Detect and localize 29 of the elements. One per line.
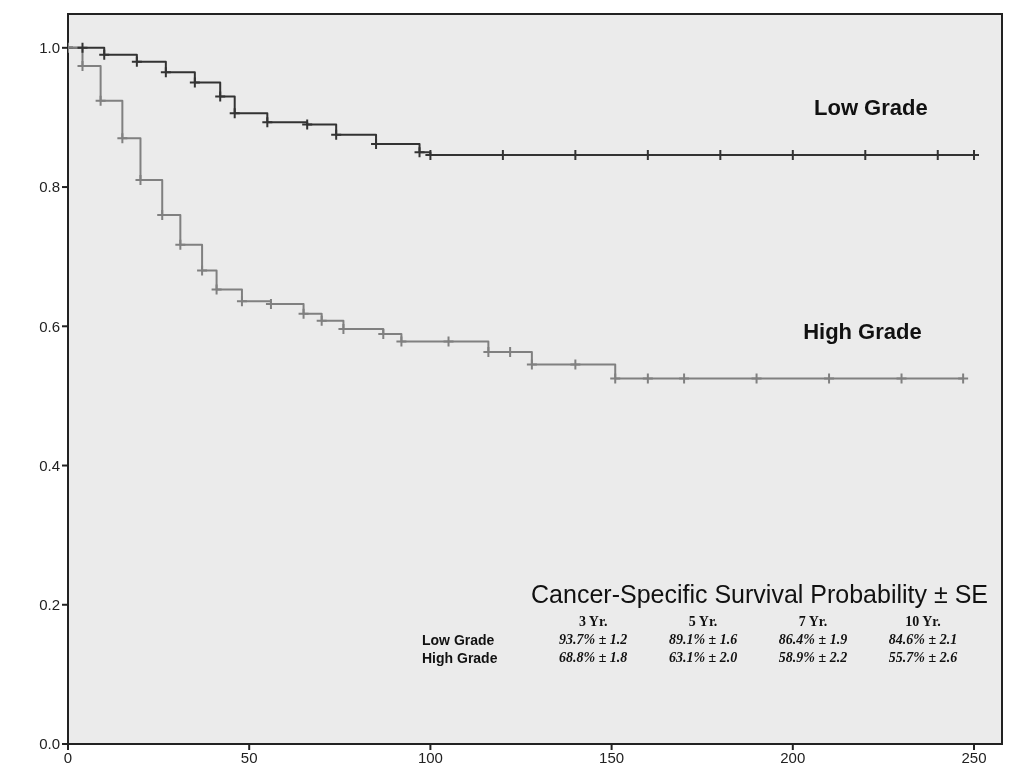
y-tick-label: 0.2: [39, 596, 60, 614]
annotation: 84.6% ± 2.1: [887, 631, 959, 649]
x-tick-label: 50: [240, 748, 258, 766]
annotation: Low Grade: [421, 631, 496, 649]
y-tick-label: 0.0: [39, 735, 60, 753]
y-tick-label: 0.6: [39, 317, 60, 335]
annotation: 86.4% ± 1.9: [777, 631, 849, 649]
annotation: 58.9% ± 2.2: [777, 649, 849, 667]
annotation: 63.1% ± 2.0: [667, 649, 739, 667]
series-label: Low Grade: [814, 95, 928, 121]
x-tick-label: 100: [417, 748, 443, 766]
annotation: 55.7% ± 2.6: [887, 649, 959, 667]
annotation: 5 Yr.: [687, 613, 719, 631]
annotation: 68.8% ± 1.8: [557, 649, 629, 667]
series-label: High Grade: [803, 318, 922, 344]
annotation: 7 Yr.: [797, 613, 829, 631]
x-tick-label: 150: [599, 748, 625, 766]
annotation: 3 Yr.: [577, 613, 609, 631]
x-tick-label: 0: [63, 748, 73, 766]
annotation: High Grade: [421, 649, 499, 667]
y-tick-label: 1.0: [39, 39, 60, 57]
annotation: 10 Yr.: [904, 613, 942, 631]
annotation: 93.7% ± 1.2: [557, 631, 629, 649]
y-tick-label: 0.8: [39, 178, 60, 196]
annotation: Cancer-Specific Survival Probability ± SE: [530, 580, 988, 609]
y-tick-label: 0.4: [39, 456, 60, 474]
annotation: 89.1% ± 1.6: [667, 631, 739, 649]
x-tick-label: 250: [961, 748, 987, 766]
x-tick-label: 200: [780, 748, 806, 766]
